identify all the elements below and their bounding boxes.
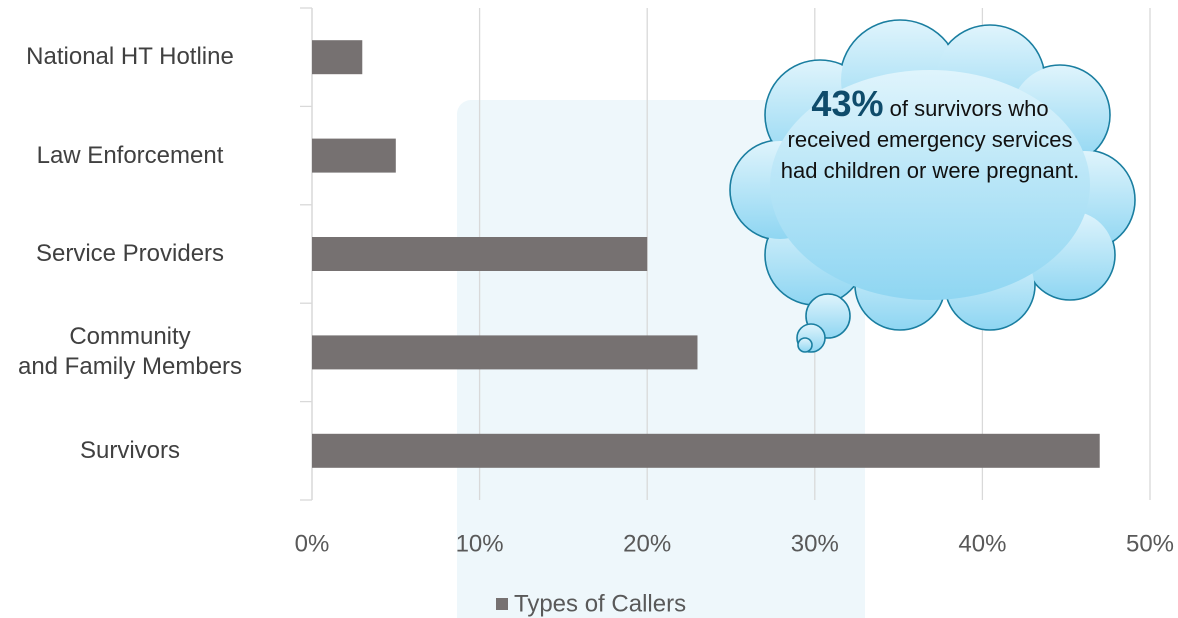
plot: 0% 10% 20% 30% 40% 50% xyxy=(295,7,1174,557)
bar xyxy=(312,138,396,173)
bar xyxy=(312,237,648,271)
legend-swatch xyxy=(496,598,508,610)
x-tick-label: 10% xyxy=(456,530,504,557)
y-tick-label: Service Providers xyxy=(35,240,225,267)
y-tick-label: Law Enforcement xyxy=(36,141,224,169)
x-tick-label: 50% xyxy=(1126,530,1174,557)
x-tick-label: 20% xyxy=(623,530,671,557)
callout-highlight: 43% xyxy=(811,83,884,124)
bar xyxy=(312,335,698,370)
bar xyxy=(312,433,1100,468)
legend-label: Types of Callers xyxy=(514,590,686,617)
y-tick-label: Survivors xyxy=(79,436,181,464)
x-tick-label: 0% xyxy=(295,530,330,557)
x-tick-label: 40% xyxy=(958,530,1006,557)
x-tick-label: 30% xyxy=(791,530,839,557)
y-tick-label: National HT Hotline xyxy=(26,43,234,71)
y-tick-label: Community and Family Members xyxy=(17,323,243,381)
callout-cloud xyxy=(729,19,1136,353)
callout-body: of survivors who received emergency serv… xyxy=(780,96,1080,183)
bar xyxy=(312,40,363,75)
callout-text: 43% of survivors who received emergency … xyxy=(770,86,1090,186)
